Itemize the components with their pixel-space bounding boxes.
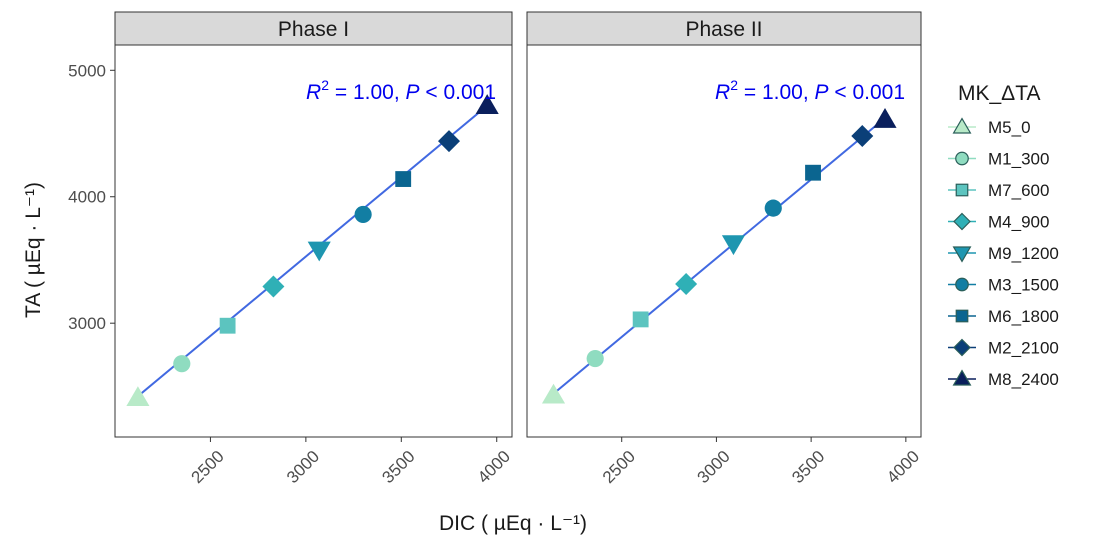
panel-title: Phase I xyxy=(278,18,349,41)
legend-key-marker xyxy=(953,212,971,231)
legend-item: M9_1200 xyxy=(948,244,1059,263)
legend-label: M6_1800 xyxy=(988,307,1059,326)
data-point xyxy=(262,275,285,298)
x-tick-label: 2500 xyxy=(188,447,228,487)
fit-line xyxy=(135,104,488,399)
data-point xyxy=(805,164,821,181)
data-point xyxy=(354,205,372,224)
legend-item: M8_2400 xyxy=(948,369,1059,389)
x-tick-label: 2500 xyxy=(599,447,639,487)
legend-key-marker xyxy=(952,246,972,263)
data-point xyxy=(873,108,897,128)
legend-item: M6_1800 xyxy=(948,307,1059,326)
legend-item: M2_2100 xyxy=(948,339,1059,358)
x-tick-label: 3500 xyxy=(788,447,828,487)
data-point xyxy=(586,350,604,368)
legend-label: M8_2400 xyxy=(988,370,1059,389)
panel-title: Phase II xyxy=(685,18,762,41)
y-axis: 3000 4000 5000 xyxy=(68,61,115,333)
y-tick-label: 4000 xyxy=(68,188,106,207)
legend-item: M4_900 xyxy=(948,213,1049,232)
legend-key-marker xyxy=(953,338,971,357)
data-point xyxy=(126,386,150,407)
data-point xyxy=(173,355,191,373)
legend: MK_ΔTA M5_0 M1_300 M7_600 M4_900 M9_1200 M3_1… xyxy=(948,82,1059,389)
data-point xyxy=(438,130,461,153)
legend-label: M4_900 xyxy=(988,213,1049,232)
panel-1: Phase I 2500 3000 3500 4000 R2 = 1.00, P < 0.… xyxy=(114,11,514,487)
legend-key-marker xyxy=(952,117,972,134)
legend-item: M7_600 xyxy=(948,181,1049,200)
legend-key-marker xyxy=(955,309,969,323)
legend-key-marker xyxy=(955,277,969,292)
panel-frame xyxy=(526,44,922,438)
stat-annotation: R2 = 1.00, P < 0.001 xyxy=(306,77,496,104)
data-point xyxy=(721,235,746,256)
data-point xyxy=(541,383,566,404)
panel-strip xyxy=(114,11,513,46)
x-tick-label: 3500 xyxy=(378,447,418,487)
panel-strip xyxy=(526,11,922,46)
x-tick-label: 4000 xyxy=(883,447,923,487)
data-point xyxy=(395,171,412,187)
legend-label: M5_0 xyxy=(988,118,1031,137)
legend-label: M1_300 xyxy=(988,150,1049,169)
x-axis-title: DIC ( µEq · L⁻¹) xyxy=(439,512,587,535)
legend-label: M3_1500 xyxy=(988,276,1059,295)
x-tick-label: 3000 xyxy=(694,447,734,487)
data-point xyxy=(764,199,782,217)
legend-key-marker xyxy=(955,183,969,197)
panel-2: Phase II 2500 3000 3500 4000 R2 = 1.00, P < 0… xyxy=(526,11,923,487)
x-tick-label: 4000 xyxy=(474,447,514,487)
stat-annotation: R2 = 1.00, P < 0.001 xyxy=(715,77,905,104)
y-tick-label: 5000 xyxy=(68,61,106,80)
legend-key-marker xyxy=(952,369,972,386)
legend-key-marker xyxy=(955,151,969,166)
fit-line xyxy=(550,118,884,397)
x-tick-label: 3000 xyxy=(283,447,323,487)
data-point xyxy=(675,272,698,295)
legend-item: M3_1500 xyxy=(948,276,1059,295)
legend-item: M1_300 xyxy=(948,150,1049,169)
legend-label: M9_1200 xyxy=(988,244,1059,263)
legend-label: M7_600 xyxy=(988,181,1049,200)
y-tick-label: 3000 xyxy=(68,314,106,333)
legend-item: M5_0 xyxy=(948,117,1031,137)
data-point xyxy=(632,311,649,328)
legend-title: MK_ΔTA xyxy=(958,82,1040,105)
legend-label: M2_2100 xyxy=(988,339,1059,358)
data-point xyxy=(219,317,236,334)
data-point xyxy=(851,125,874,148)
panels-layer: Phase I 2500 3000 3500 4000 R2 = 1.00, P < 0.… xyxy=(114,11,923,487)
data-point xyxy=(475,94,499,114)
y-axis-title: TA ( µEq · L⁻¹) xyxy=(22,182,45,318)
data-point xyxy=(307,241,331,262)
